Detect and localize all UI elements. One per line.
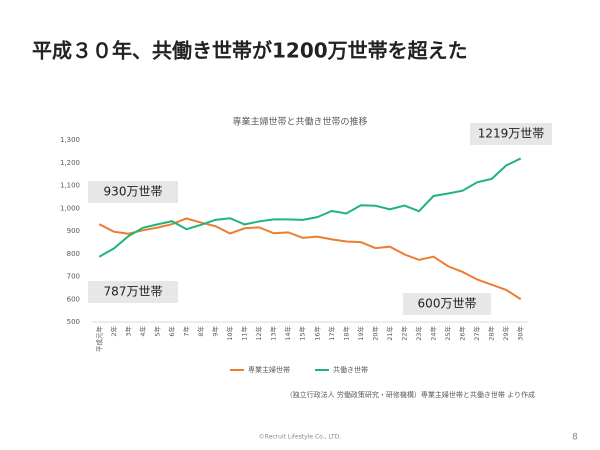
x-tick-label: 11年 [240, 326, 249, 341]
x-tick-label: 25年 [443, 326, 452, 341]
y-tick-label: 900 [67, 227, 80, 235]
x-tick-label: 26年 [458, 326, 467, 341]
x-tick-label: 4年 [138, 326, 147, 337]
x-tick-label: 平成元年 [94, 326, 103, 353]
x-tick-label: 3年 [123, 326, 132, 337]
series-line [98, 157, 522, 258]
callout-box [403, 293, 491, 315]
x-tick-label: 22年 [399, 326, 408, 341]
callout-text: 930万世帯 [104, 185, 163, 199]
x-tick-label: 9年 [211, 326, 220, 337]
series-line [98, 217, 522, 301]
x-tick-label: 19年 [356, 326, 365, 341]
callout-box [88, 281, 178, 303]
y-tick-label: 1,000 [60, 204, 80, 212]
x-tick-label: 27年 [472, 326, 481, 341]
x-tick-label: 16年 [312, 326, 321, 341]
x-tick-label: 13年 [269, 326, 278, 341]
x-tick-label: 28年 [487, 326, 496, 341]
source-note: （独立行政法人 労働政策研究・研修機構）専業主婦世帯と共働き世帯 より作成 [286, 390, 535, 399]
x-tick-label: 15年 [298, 326, 307, 341]
x-tick-label: 30年 [516, 326, 525, 341]
x-tick-label: 2年 [109, 326, 118, 337]
callout-text: 1219万世帯 [478, 127, 545, 141]
slide-title: 平成３０年、共働き世帯が1200万世帯を超えた [32, 39, 468, 63]
x-tick-label: 24年 [429, 326, 438, 341]
y-tick-label: 1,200 [60, 159, 80, 167]
x-tick-label: 17年 [327, 326, 336, 341]
legend-label: 専業主婦世帯 [248, 365, 290, 374]
callout-text: 600万世帯 [418, 297, 477, 311]
y-tick-label: 600 [67, 295, 80, 303]
y-tick-label: 800 [67, 250, 80, 258]
chart-title: 専業主婦世帯と共働き世帯の推移 [232, 116, 367, 128]
x-tick-label: 7年 [181, 326, 190, 337]
y-tick-label: 700 [67, 273, 80, 281]
x-tick-label: 23年 [414, 326, 423, 341]
x-tick-label: 6年 [167, 326, 176, 337]
callout-text: 787万世帯 [104, 285, 163, 299]
x-tick-label: 12年 [254, 326, 263, 341]
callout-box [470, 123, 552, 145]
x-tick-label: 21年 [385, 326, 394, 341]
x-tick-label: 5年 [152, 326, 161, 337]
x-tick-label: 8年 [196, 326, 205, 337]
y-tick-label: 500 [67, 318, 80, 326]
y-tick-label: 1,300 [60, 136, 80, 144]
x-tick-label: 29年 [501, 326, 510, 341]
x-tick-label: 14年 [283, 326, 292, 341]
x-tick-label: 20年 [370, 326, 379, 341]
page-number: 8 [572, 433, 578, 443]
y-tick-label: 1,100 [60, 182, 80, 190]
footer: ©Recruit Lifestyle Co., LTD. [259, 434, 341, 441]
x-tick-label: 10年 [225, 326, 234, 341]
x-tick-label: 18年 [341, 326, 350, 341]
legend-label: 共働き世帯 [333, 365, 368, 374]
callout-box [88, 181, 178, 203]
